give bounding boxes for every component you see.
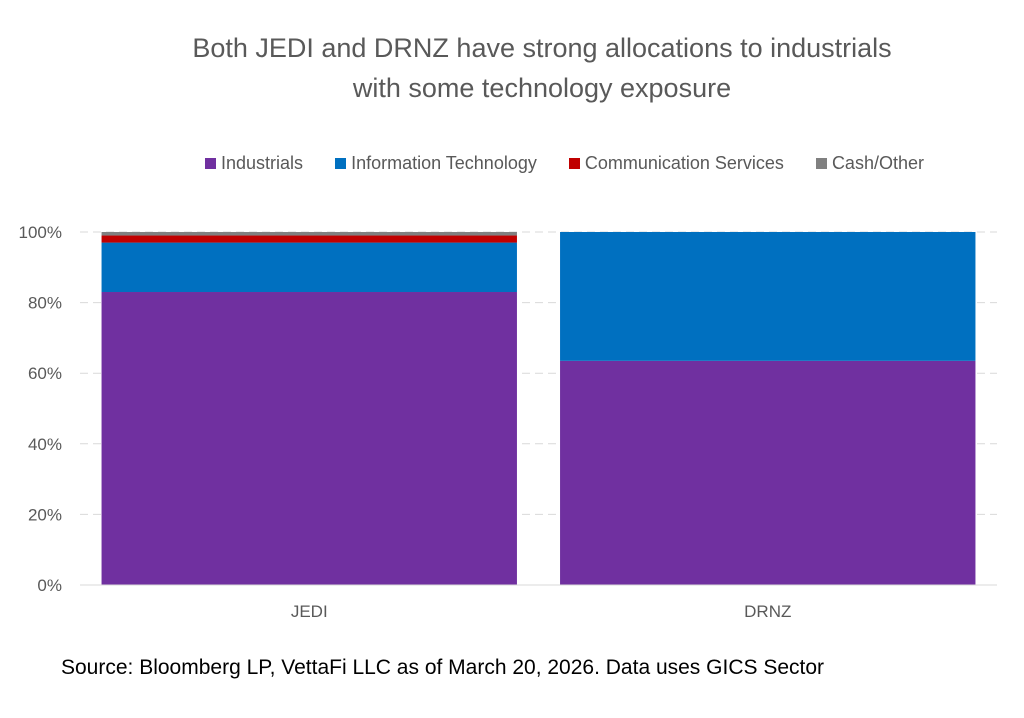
chart-title-line-1: Both JEDI and DRNZ have strong allocatio… xyxy=(192,33,892,63)
y-tick-label: 80% xyxy=(28,294,62,313)
y-tick-label: 60% xyxy=(28,364,62,383)
bar-segment-industrials xyxy=(101,292,517,585)
legend-label-communication-services: Communication Services xyxy=(584,152,784,173)
stacked-bar-chart: 0% 20% 40% 60% 80% 100% JEDI DRNZ xyxy=(19,223,997,621)
bar-segment-industrials xyxy=(560,360,976,585)
y-tick-label: 100% xyxy=(19,223,62,242)
legend-label-information-technology: Information Technology xyxy=(351,152,537,173)
bar-segment-cash-other xyxy=(101,232,517,236)
x-tick-label: JEDI xyxy=(291,602,328,621)
bar-segment-information-technology xyxy=(101,242,517,293)
y-tick-label: 0% xyxy=(37,576,62,595)
legend-swatch-information-technology xyxy=(335,157,347,169)
legend-swatch-industrials xyxy=(205,157,217,169)
legend-label-industrials: Industrials xyxy=(221,152,304,173)
legend-item-cash-other: Cash/Other xyxy=(815,152,924,174)
legend-swatch-communication-services xyxy=(568,157,580,169)
legend-label-cash-other: Cash/Other xyxy=(831,152,924,173)
chart-title-line-2: with some technology exposure xyxy=(352,73,732,103)
legend-item-industrials: Industrials xyxy=(205,153,303,174)
y-tick-label: 20% xyxy=(28,505,62,524)
chart-title: Both JEDI and DRNZ have strong allocatio… xyxy=(0,28,1024,108)
legend-swatch-cash-other xyxy=(815,157,827,169)
source-footnote: Source: Bloomberg LP, VettaFi LLC as of … xyxy=(61,656,825,679)
x-tick-label: DRNZ xyxy=(744,602,791,621)
y-tick-label: 40% xyxy=(28,435,62,454)
legend-item-communication-services: Communication Services xyxy=(568,152,784,174)
bar-segment-communication-services xyxy=(101,235,517,243)
chart-legend: Industrials Information Technology Commu… xyxy=(0,150,1024,176)
bar-segment-information-technology xyxy=(560,232,976,361)
legend-item-information-technology: Information Technology xyxy=(335,153,537,174)
